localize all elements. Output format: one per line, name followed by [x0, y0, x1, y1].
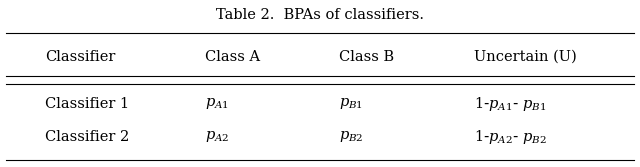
- Text: Uncertain (U): Uncertain (U): [474, 50, 577, 64]
- Text: $p_{B2}$: $p_{B2}$: [339, 129, 364, 144]
- Text: $p_{B1}$: $p_{B1}$: [339, 96, 364, 111]
- Text: Table 2.  BPAs of classifiers.: Table 2. BPAs of classifiers.: [216, 8, 424, 22]
- Text: $\mathit{1}$-$p_{A2}$- $p_{B2}$: $\mathit{1}$-$p_{A2}$- $p_{B2}$: [474, 128, 546, 146]
- Text: $p_{A2}$: $p_{A2}$: [205, 129, 229, 144]
- Text: Class B: Class B: [339, 50, 394, 64]
- Text: Classifier 2: Classifier 2: [45, 130, 129, 144]
- Text: $p_{A1}$: $p_{A1}$: [205, 96, 228, 111]
- Text: Class A: Class A: [205, 50, 260, 64]
- Text: Classifier 1: Classifier 1: [45, 97, 129, 111]
- Text: $\mathit{1}$-$p_{A1}$- $p_{B1}$: $\mathit{1}$-$p_{A1}$- $p_{B1}$: [474, 95, 546, 113]
- Text: Classifier: Classifier: [45, 50, 115, 64]
